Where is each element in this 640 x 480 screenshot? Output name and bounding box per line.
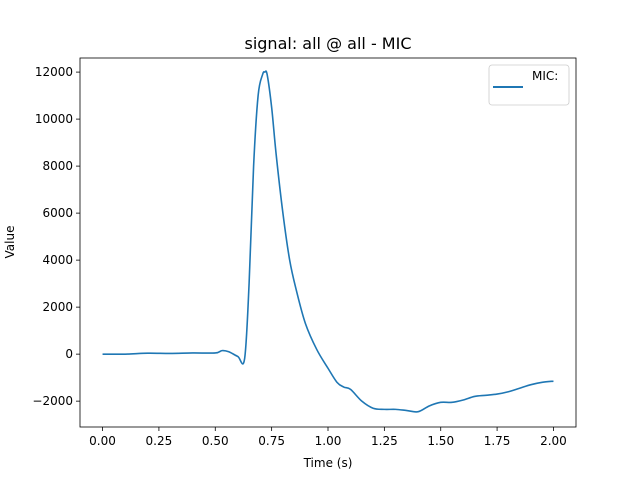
x-tick-label: 0.25 <box>146 434 173 448</box>
x-tick-label: 2.00 <box>540 434 567 448</box>
y-tick-label: 10000 <box>35 112 73 126</box>
x-tick-label: 1.25 <box>371 434 398 448</box>
x-tick-label: 0.75 <box>258 434 285 448</box>
legend: MIC: <box>488 64 570 106</box>
y-axis: −2000 0 2000 4000 6000 8000 10000 12000 <box>32 65 80 408</box>
x-tick-label: 1.50 <box>427 434 454 448</box>
x-axis: 0.00 0.25 0.50 0.75 1.00 1.25 1.50 1.75 2.00 <box>89 427 567 448</box>
x-tick-label: 1.75 <box>484 434 511 448</box>
series-line <box>102 70 554 413</box>
y-axis-label: Value <box>3 226 17 259</box>
y-tick-label: 12000 <box>35 65 73 79</box>
y-tick-label: 4000 <box>42 253 73 267</box>
y-tick-label: 6000 <box>42 206 73 220</box>
x-tick-label: 0.50 <box>202 434 229 448</box>
y-tick-label: 8000 <box>42 159 73 173</box>
x-axis-label: Time (s) <box>303 456 353 470</box>
legend-entry: MIC: <box>532 69 558 83</box>
y-tick-label: 0 <box>65 347 73 361</box>
x-tick-label: 1.00 <box>315 434 342 448</box>
chart-title: signal: all @ all - MIC <box>244 34 411 53</box>
y-tick-label: 2000 <box>42 300 73 314</box>
x-tick-label: 0.00 <box>89 434 116 448</box>
plot-area <box>102 70 554 413</box>
y-tick-label: −2000 <box>32 394 73 408</box>
legend-box <box>488 64 570 106</box>
